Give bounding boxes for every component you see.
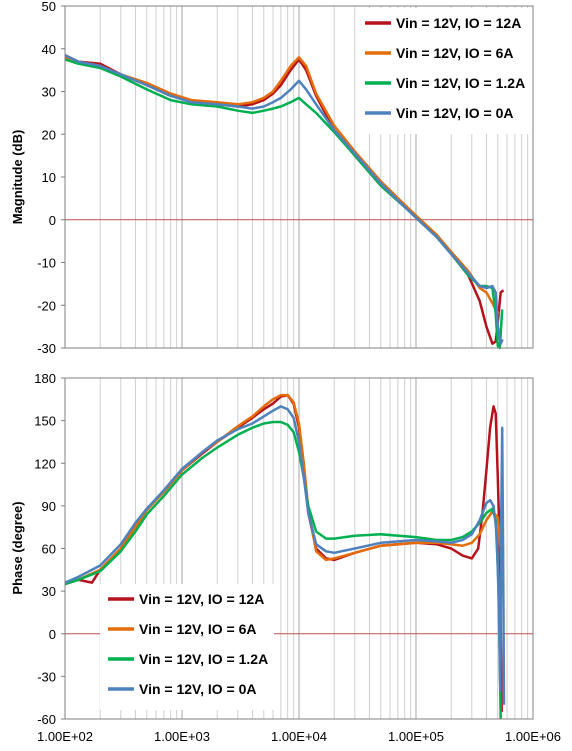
y-tick-label: -20 xyxy=(37,298,56,313)
legend-label: Vin = 12V, IO = 12A xyxy=(139,591,264,607)
legend-label: Vin = 12V, IO = 1.2A xyxy=(139,651,268,667)
y-tick-label: 150 xyxy=(34,414,56,429)
magnitude-legend: Vin = 12V, IO = 12A Vin = 12V, IO = 6A Vin… xyxy=(357,8,529,134)
y-tick-label: 50 xyxy=(42,0,56,14)
phase-y-ticks: 180 150 120 90 60 30 0 -30 -60 xyxy=(34,371,65,727)
y-tick-label: 180 xyxy=(34,371,56,386)
legend-label: Vin = 12V, IO = 0A xyxy=(139,681,257,697)
magnitude-grid xyxy=(64,6,529,348)
legend-label: Vin = 12V, IO = 0A xyxy=(396,105,514,121)
x-tick-label: 1.00E+04 xyxy=(271,729,327,744)
phase-x-ticks: 1.00E+02 1.00E+03 1.00E+04 1.00E+05 1.00E+06 xyxy=(37,729,561,744)
legend-label: Vin = 12V, IO = 1.2A xyxy=(396,75,525,91)
y-tick-label: -60 xyxy=(37,712,56,727)
legend-label: Vin = 12V, IO = 6A xyxy=(139,621,257,637)
x-tick-label: 1.00E+06 xyxy=(505,729,561,744)
y-tick-label: 30 xyxy=(42,85,56,100)
phase-y-axis-title: Phase (degree) xyxy=(10,501,25,594)
magnitude-panel: 50 40 30 20 10 0 -10 -20 -30 Magnitude (dB) Vin … xyxy=(10,0,534,356)
y-tick-label: -30 xyxy=(37,669,56,684)
y-tick-label: 90 xyxy=(42,499,56,514)
legend-label: Vin = 12V, IO = 6A xyxy=(396,45,514,61)
y-tick-label: 20 xyxy=(42,127,56,142)
y-tick-label: 40 xyxy=(42,42,56,57)
phase-series-line-4 xyxy=(64,405,506,705)
x-tick-label: 1.00E+05 xyxy=(388,729,444,744)
legend-label: Vin = 12V, IO = 12A xyxy=(396,15,521,31)
x-tick-label: 1.00E+03 xyxy=(154,729,210,744)
y-tick-label: 10 xyxy=(42,170,56,185)
y-tick-label: 120 xyxy=(34,456,56,471)
x-tick-label: 1.00E+02 xyxy=(37,729,93,744)
y-tick-label: 0 xyxy=(49,627,56,642)
magnitude-y-ticks: 50 40 30 20 10 0 -10 -20 -30 xyxy=(37,0,65,356)
y-tick-label: -30 xyxy=(37,341,56,356)
phase-legend: Vin = 12V, IO = 12A Vin = 12V, IO = 6A Vin… xyxy=(100,584,274,710)
y-tick-label: 0 xyxy=(49,213,56,228)
magnitude-y-axis-title: Magnitude (dB) xyxy=(10,130,25,225)
magnitude-series xyxy=(64,54,505,350)
magnitude-series-line-3 xyxy=(64,58,504,350)
y-tick-label: -10 xyxy=(37,256,56,271)
y-tick-label: 30 xyxy=(42,584,56,599)
phase-series xyxy=(64,393,506,720)
magnitude-series-line-4 xyxy=(64,54,504,345)
y-tick-label: 60 xyxy=(42,542,56,557)
